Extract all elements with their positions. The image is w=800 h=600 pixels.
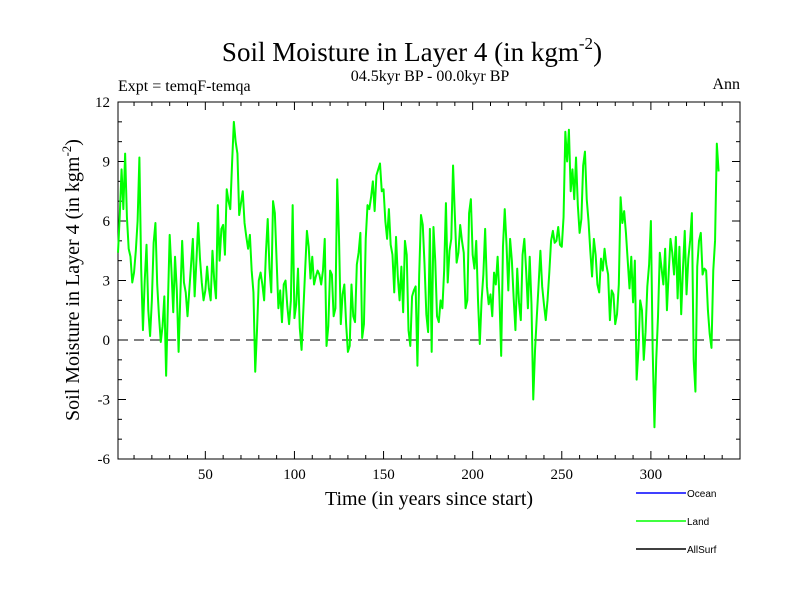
season-label: Ann bbox=[712, 76, 740, 93]
y-axis-label-close: ) bbox=[62, 139, 84, 146]
x-tick-label: 300 bbox=[640, 467, 663, 483]
legend: Ocean Land AllSurf bbox=[636, 489, 717, 556]
experiment-label: Expt = temqF-temqa bbox=[118, 78, 251, 95]
y-tick-label: 3 bbox=[103, 274, 111, 290]
y-tick-label: 12 bbox=[95, 95, 110, 111]
y-axis-label-sup: -2 bbox=[59, 146, 74, 157]
x-tick-label: 100 bbox=[283, 467, 306, 483]
x-tick-label: 150 bbox=[372, 467, 395, 483]
chart-title-main: Soil Moisture in Layer 4 (in kgm bbox=[222, 37, 579, 67]
series-line-land bbox=[117, 120, 720, 429]
y-axis-label-main: Soil Moisture in Layer 4 (in kgm bbox=[62, 156, 84, 421]
y-axis-label: Soil Moisture in Layer 4 (in kgm-2) bbox=[59, 139, 84, 421]
legend-label-land: Land bbox=[687, 517, 709, 528]
x-axis: 50 100 150 200 250 300 bbox=[133, 102, 723, 483]
y-tick-label: 0 bbox=[103, 333, 111, 349]
y-tick-label: -6 bbox=[98, 452, 111, 468]
x-tick-label: 250 bbox=[551, 467, 574, 483]
y-tick-label: 6 bbox=[103, 214, 111, 230]
x-axis-label: Time (in years since start) bbox=[325, 488, 533, 510]
y-tick-label: 9 bbox=[103, 155, 111, 171]
chart-title-close: ) bbox=[593, 37, 602, 67]
chart-title: Soil Moisture in Layer 4 (in kgm-2) bbox=[222, 34, 602, 67]
series-layer bbox=[117, 120, 720, 429]
legend-label-allsurf: AllSurf bbox=[687, 545, 717, 556]
period-label: 04.5kyr BP - 00.0kyr BP bbox=[351, 68, 510, 85]
y-tick-label: -3 bbox=[98, 393, 111, 409]
x-tick-label: 200 bbox=[461, 467, 484, 483]
x-tick-label: 50 bbox=[198, 467, 213, 483]
y-axis: -6 -3 0 3 6 9 12 bbox=[95, 95, 740, 468]
chart-title-sup: -2 bbox=[579, 34, 593, 53]
legend-label-ocean: Ocean bbox=[687, 489, 716, 500]
